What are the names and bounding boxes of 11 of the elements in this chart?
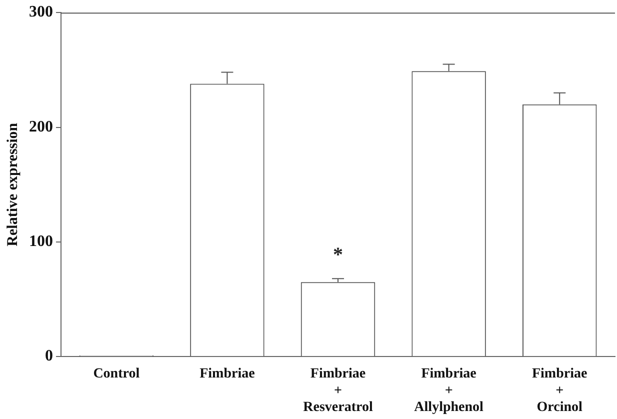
y-tick-label: 0 bbox=[45, 348, 53, 365]
x-tick-label: Fimbriae + Allylphenol bbox=[414, 366, 484, 416]
y-tick-label: 300 bbox=[29, 4, 53, 21]
x-tick-label: Fimbriae + Resveratrol bbox=[303, 366, 373, 416]
y-tick-label: 200 bbox=[29, 118, 53, 136]
y-axis-title: Relative expression bbox=[4, 122, 21, 246]
annotation: * bbox=[333, 244, 343, 266]
x-tick-label: Fimbriae + Orcinol bbox=[532, 366, 588, 416]
x-tick-label: Control bbox=[93, 366, 140, 382]
y-tick-label: 100 bbox=[29, 233, 53, 250]
x-tick-label: Fimbriae bbox=[200, 366, 255, 382]
